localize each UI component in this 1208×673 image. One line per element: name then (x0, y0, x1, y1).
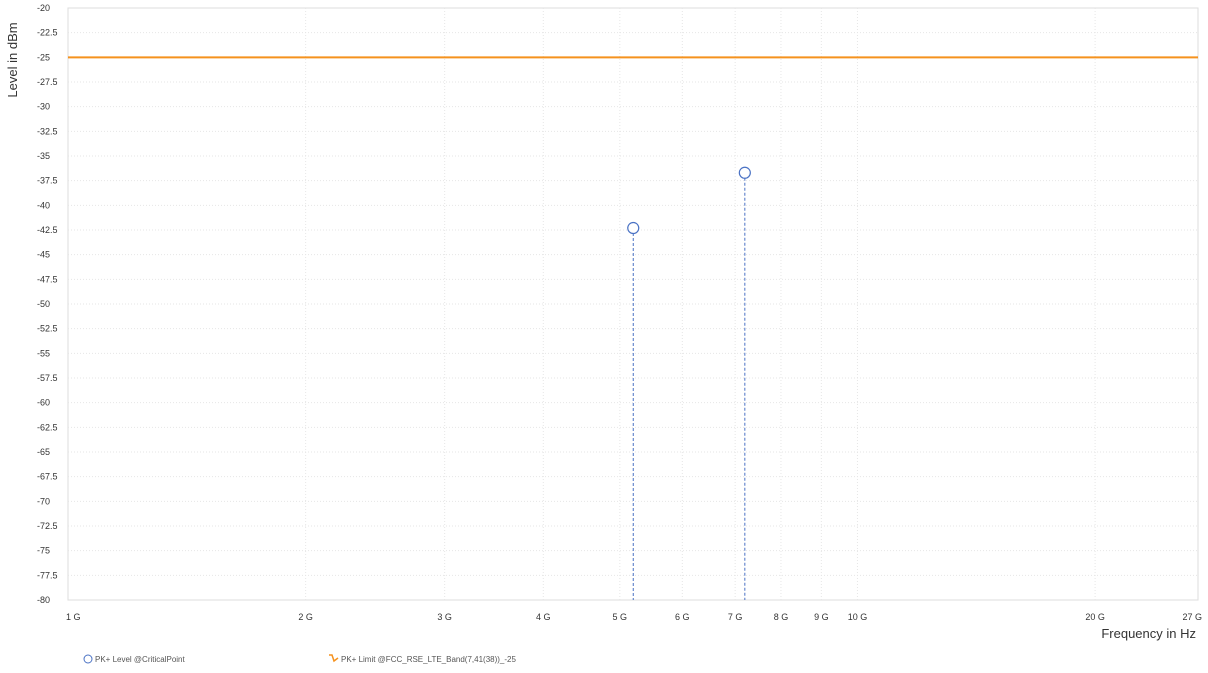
critical-point-marker (738, 166, 751, 179)
legend-item-critical-points: PK+ Level @CriticalPoint (83, 654, 185, 664)
y-tick-label: -52.5 (37, 324, 58, 334)
y-tick-label: -27.5 (37, 77, 58, 87)
y-tick-label: -47.5 (37, 274, 58, 284)
y-tick-label: -55 (37, 348, 50, 358)
y-tick-label: -20 (37, 3, 50, 13)
critical-points-group (627, 166, 751, 600)
legend-item-limit: PK+ Limit @FCC_RSE_LTE_Band(7,41(38))_-2… (329, 654, 516, 664)
y-tick-label: -67.5 (37, 472, 58, 482)
x-tick-label: 1 G (66, 612, 81, 622)
x-tick-label: 4 G (536, 612, 551, 622)
y-tick-label: -25 (37, 52, 50, 62)
y-tick-label: -80 (37, 595, 50, 605)
y-tick-label: -35 (37, 151, 50, 161)
x-axis-title: Frequency in Hz (1101, 626, 1196, 641)
y-tick-label: -45 (37, 250, 50, 260)
y-tick-label: -57.5 (37, 373, 58, 383)
y-tick-label: -40 (37, 200, 50, 210)
legend: PK+ Level @CriticalPoint PK+ Limit @FCC_… (83, 654, 516, 664)
x-tick-label: 27 G (1182, 612, 1202, 622)
y-tick-label: -22.5 (37, 28, 58, 38)
legend-label-limit: PK+ Limit @FCC_RSE_LTE_Band(7,41(38))_-2… (341, 655, 516, 664)
x-tick-label: 7 G (728, 612, 743, 622)
y-tick-label: -77.5 (37, 570, 58, 580)
y-axis-ticks: -20 -22.5 -25 -27.5 -30 -32.5 -35 -37.5 -40 -42.5… (37, 3, 58, 605)
legend-circle-icon (83, 654, 93, 664)
y-tick-label: -75 (37, 546, 50, 556)
y-axis-title: Level in dBm (5, 22, 20, 97)
x-tick-label: 10 G (848, 612, 868, 622)
critical-point-marker (627, 221, 640, 235)
y-tick-label: -50 (37, 299, 50, 309)
x-tick-label: 5 G (613, 612, 628, 622)
x-axis-ticks: 1 G 2 G 3 G 4 G 5 G 6 G 7 G 8 G 9 G 10 G 20 G 27 G (66, 612, 1202, 622)
x-tick-label: 20 G (1085, 612, 1105, 622)
y-tick-label: -62.5 (37, 422, 58, 432)
y-tick-label: -30 (37, 102, 50, 112)
y-tick-label: -65 (37, 447, 50, 457)
x-tick-label: 6 G (675, 612, 690, 622)
x-tick-label: 9 G (814, 612, 829, 622)
y-tick-label: -70 (37, 496, 50, 506)
x-tick-label: 3 G (437, 612, 452, 622)
y-tick-label: -60 (37, 398, 50, 408)
y-tick-label: -37.5 (37, 176, 58, 186)
x-tick-label: 8 G (774, 612, 789, 622)
x-tick-label: 2 G (298, 612, 313, 622)
legend-limit-line-icon (329, 654, 339, 663)
y-tick-label: -42.5 (37, 225, 58, 235)
y-tick-label: -72.5 (37, 521, 58, 531)
legend-label-critical-points: PK+ Level @CriticalPoint (95, 655, 185, 664)
y-tick-label: -32.5 (37, 126, 58, 136)
plot-area (67, 7, 1199, 601)
